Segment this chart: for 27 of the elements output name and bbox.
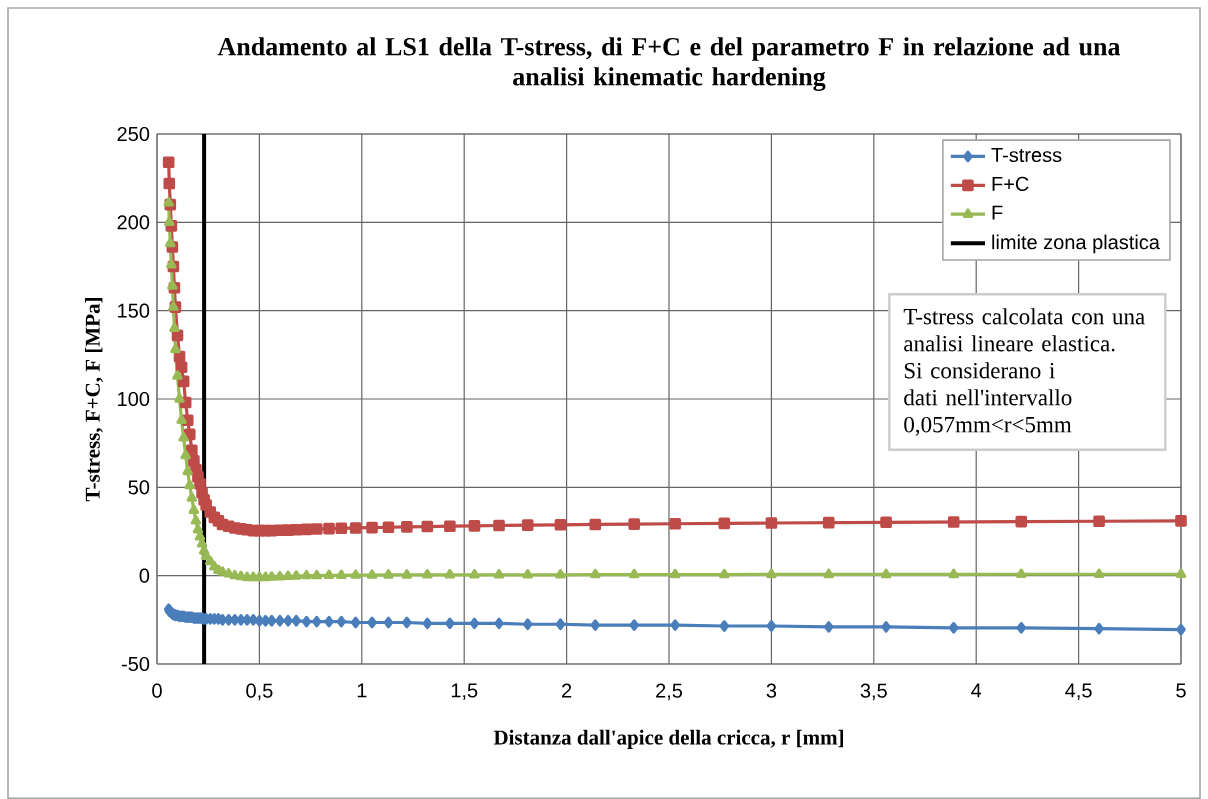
y-tick-label: 200: [117, 215, 150, 230]
x-tick-label: 4: [971, 683, 982, 698]
annotation: T-stress calcolata con una analisi lineare elastica.: [903, 308, 1145, 352]
x-tick-label: 3,5: [860, 683, 887, 701]
y-tick-label: 150: [118, 303, 150, 318]
x-tick-label: 5: [1176, 683, 1186, 698]
y-tick-label: 250: [117, 126, 150, 142]
annotation: Si considerano i dati nell'intervallo 0,057mm<r<5mm: [904, 362, 1072, 436]
x-axis-title: Distanza dall'apice della cricca, r [mm]: [493, 729, 844, 749]
x-tick-label: 0: [152, 683, 162, 698]
y-axis-title: T-stress, F+C, F [MPa]: [85, 298, 103, 502]
chart-title: Andamento al LS1 della T-stress, di F+C e del parametro F in relazione ad una analisi kinematic hardening: [217, 37, 1121, 91]
x-tick-label: 4,5: [1065, 683, 1092, 700]
y-tick-label: 0: [139, 568, 150, 583]
y-tick-label: -50: [121, 656, 150, 672]
y-tick-label: 100: [118, 391, 150, 407]
x-tick-label: 1: [357, 683, 367, 698]
legend-label: T-stress: [991, 148, 1062, 163]
legend-label: F+C: [992, 176, 1029, 192]
x-tick-label: 1,5: [451, 683, 478, 700]
y-tick-label: 50: [128, 480, 150, 495]
x-tick-label: 3: [766, 683, 777, 698]
legend-label: limite zona plastica: [992, 234, 1160, 254]
legend-label: F: [992, 205, 1003, 220]
x-tick-label: 2: [562, 683, 572, 698]
x-tick-label: 2,5: [656, 683, 683, 701]
x-tick-label: 0,5: [246, 683, 273, 701]
